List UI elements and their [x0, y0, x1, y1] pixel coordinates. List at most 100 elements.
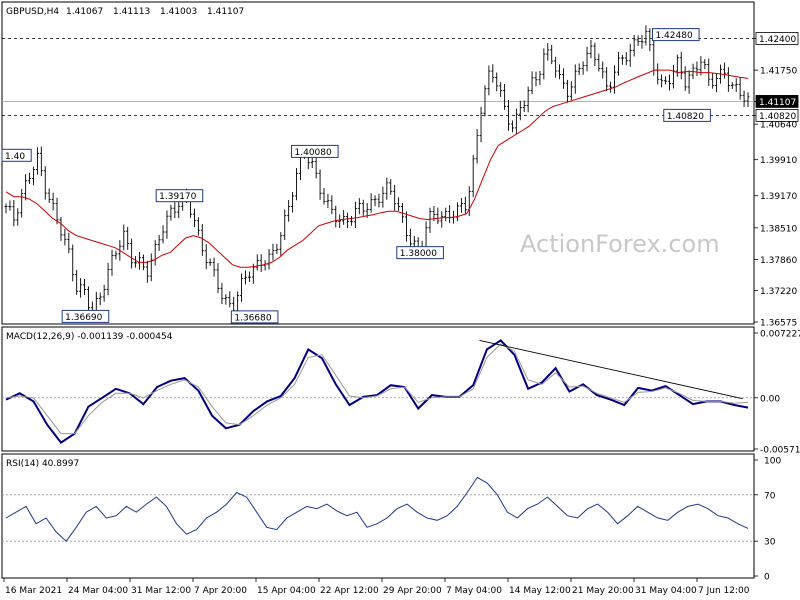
price-candle: [581, 61, 585, 75]
price-candle: [24, 174, 28, 201]
price-candle: [173, 202, 177, 219]
price-candle: [165, 210, 169, 239]
price-candle: [369, 193, 373, 213]
price-candle: [711, 72, 715, 89]
price-candle: [39, 146, 43, 177]
tick-label: 1.40640: [760, 121, 797, 131]
price-panel-frame: [1, 1, 755, 325]
price-axis-tag: 1.40820: [754, 108, 799, 122]
price-candle: [499, 81, 503, 97]
price-series-layer: 1.42480 1.40820 1.40080 1.39170 1.38000 1.366…: [1, 25, 754, 324]
price-candle: [695, 61, 699, 77]
tick-label: -0.005714: [760, 446, 800, 456]
price-candle: [565, 79, 569, 103]
price-candle: [255, 254, 259, 271]
callout-box: [1, 148, 32, 162]
price-candle: [428, 207, 432, 233]
price-candle: [161, 225, 165, 244]
price-candle: [503, 83, 507, 110]
price-candle: [495, 72, 499, 92]
price-candle: [573, 64, 577, 94]
price-candle: [334, 205, 338, 228]
price-candle: [326, 193, 330, 209]
x-axis-tick: 31 Mar 12:00: [129, 578, 191, 596]
tick-label: 1.38510: [760, 224, 797, 234]
price-candle: [546, 43, 550, 61]
ohlc-low: 1.41003: [160, 7, 197, 17]
tick-label: 100: [764, 457, 781, 467]
callout-box: [155, 189, 204, 203]
price-candle: [561, 68, 565, 89]
price-candle: [687, 70, 691, 94]
price-candle: [361, 199, 365, 216]
price-candle: [389, 179, 393, 195]
price-candle: [377, 193, 381, 208]
price-candle: [671, 64, 675, 89]
price-candle: [726, 67, 730, 92]
price-candle: [98, 292, 102, 306]
tick-label: 7 May 04:00: [446, 586, 502, 596]
price-candle: [628, 43, 632, 67]
price-candle: [130, 238, 134, 269]
tag-box: [755, 108, 799, 122]
price-callout: 1.40820: [663, 108, 711, 122]
tick-label: 21 May 20:00: [572, 586, 634, 596]
price-candle: [243, 270, 247, 285]
price-candle: [4, 203, 8, 214]
price-candle: [314, 155, 318, 179]
price-candle: [397, 197, 401, 211]
price-candle: [51, 192, 55, 211]
price-candle: [715, 73, 719, 93]
price-candle: [605, 66, 609, 92]
price-callout: 1.42480: [651, 28, 700, 42]
price-candle: [322, 187, 326, 205]
callout-label: 1.40820: [667, 112, 704, 122]
macd-line: [5, 339, 749, 444]
price-axis-tick: 1.38510: [754, 224, 797, 234]
price-candle: [683, 66, 687, 91]
price-candle: [169, 204, 173, 221]
price-candle: [613, 65, 617, 94]
price-candle: [346, 212, 350, 229]
price-axis-tag: 1.42400: [754, 32, 799, 45]
price-candle: [514, 108, 518, 134]
price-candle: [746, 92, 750, 107]
tick-label: 1.37220: [760, 287, 797, 297]
price-candle: [679, 51, 683, 80]
price-candle: [730, 82, 734, 89]
price-candle: [204, 244, 208, 270]
price-candle: [102, 284, 106, 302]
tick-label: 31 Mar 12:00: [131, 586, 191, 596]
price-candle: [722, 62, 726, 79]
price-candle: [67, 232, 71, 254]
price-callout: 1.36690: [61, 309, 110, 323]
macd-axis-tick: 0.007227: [754, 330, 800, 340]
price-candle: [110, 249, 114, 276]
price-candle: [79, 278, 83, 298]
price-candle: [145, 260, 149, 283]
price-callout: 1.40080: [291, 144, 339, 158]
price-axis-tick: 1.41750: [754, 67, 797, 77]
x-axis-tick: 21 May 20:00: [570, 578, 634, 596]
price-candle: [338, 214, 342, 228]
price-candle: [342, 210, 346, 225]
price-candle: [122, 224, 126, 251]
price-panel-title: GBPUSD,H4: [6, 7, 59, 17]
price-candle: [134, 256, 138, 268]
tick-label: 22 Apr 12:00: [320, 586, 379, 596]
x-axis-tick: 7 Apr 20:00: [192, 578, 247, 596]
price-axis-tick: 1.36575: [754, 319, 797, 329]
price-candle: [558, 64, 562, 80]
price-callout: 1.40: [1, 148, 32, 162]
price-candle: [664, 76, 668, 85]
price-candle: [373, 195, 377, 207]
price-candle: [632, 35, 636, 57]
price-candle: [440, 211, 444, 228]
callout-box: [651, 28, 700, 42]
price-candle: [35, 147, 39, 175]
price-candle: [616, 51, 620, 76]
price-candle: [63, 228, 67, 246]
price-axis-tick: 1.37220: [754, 287, 797, 297]
price-candle: [589, 39, 593, 59]
